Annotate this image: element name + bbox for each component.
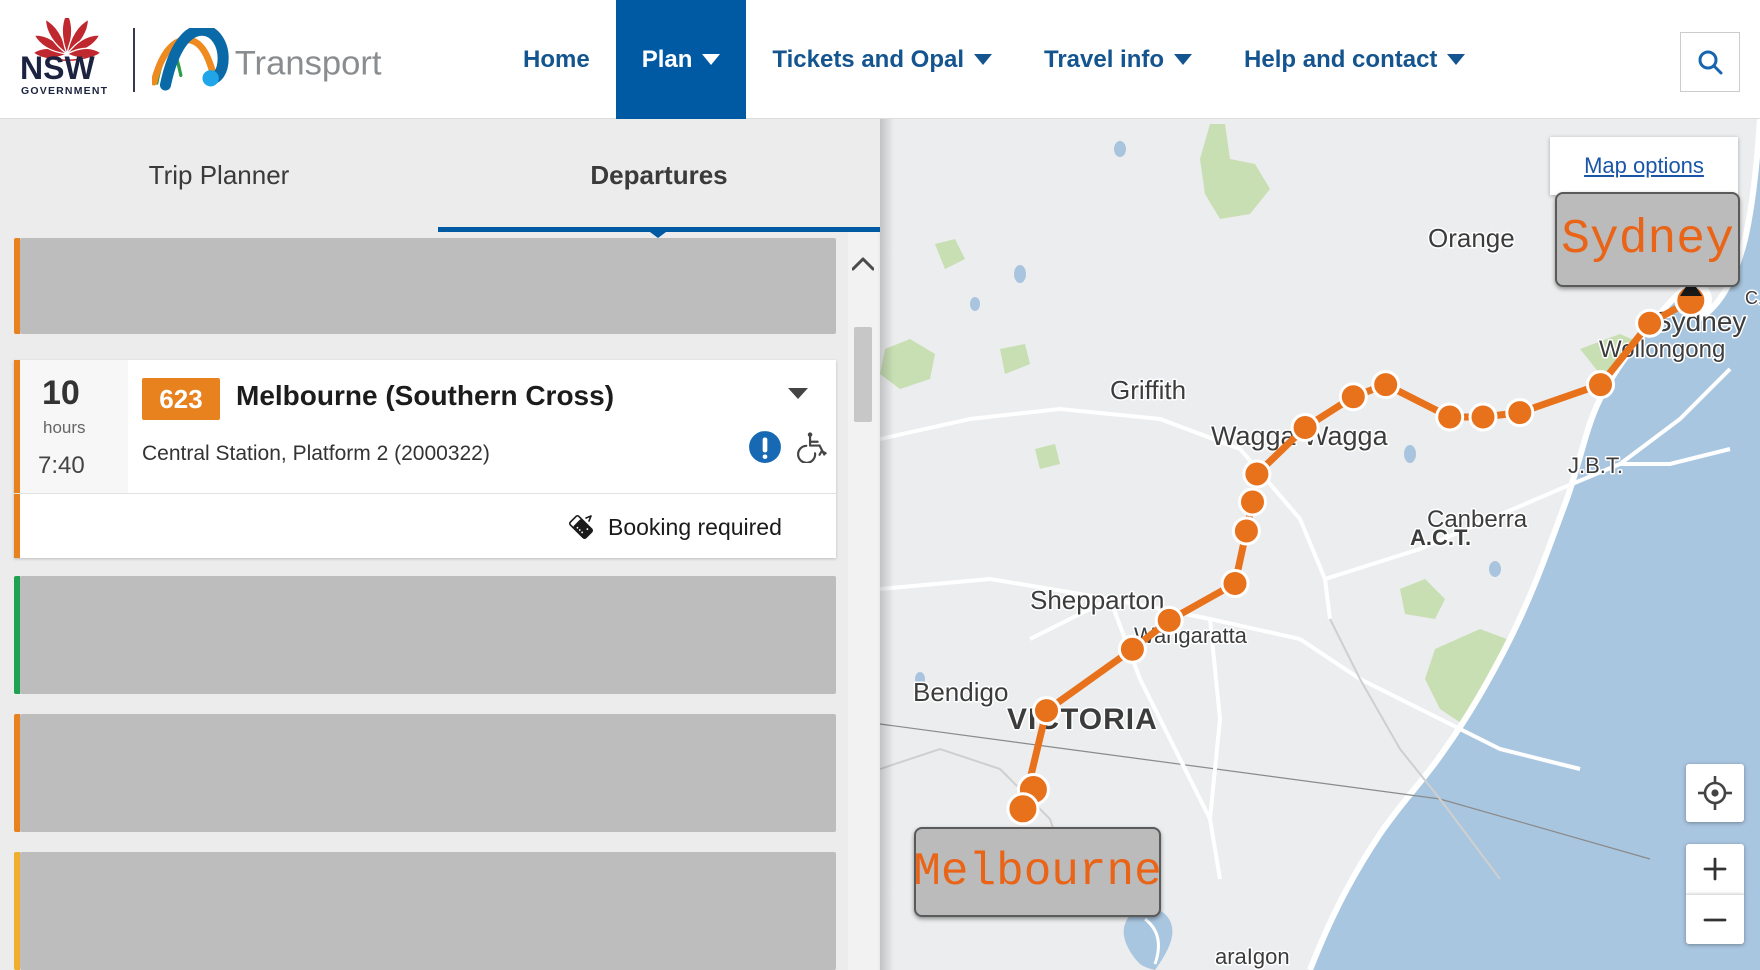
svg-text:J.B.T.: J.B.T. bbox=[1568, 453, 1623, 478]
svg-text:NSW: NSW bbox=[20, 50, 95, 86]
svg-text:araIgon: araIgon bbox=[1215, 944, 1290, 969]
svg-text:Griffith: Griffith bbox=[1110, 375, 1186, 405]
svg-text:A.C.T.: A.C.T. bbox=[1410, 525, 1471, 550]
svg-text:GOVERNMENT: GOVERNMENT bbox=[21, 85, 108, 97]
svg-text:Transport: Transport bbox=[235, 44, 382, 82]
svg-text:VICTORIA: VICTORIA bbox=[1007, 703, 1158, 736]
svg-text:Shepparton: Shepparton bbox=[1030, 585, 1164, 615]
svg-text:C.T.: C.T. bbox=[1745, 288, 1760, 308]
svg-text:Orange: Orange bbox=[1428, 223, 1515, 253]
svg-text:Bendigo: Bendigo bbox=[913, 677, 1008, 707]
